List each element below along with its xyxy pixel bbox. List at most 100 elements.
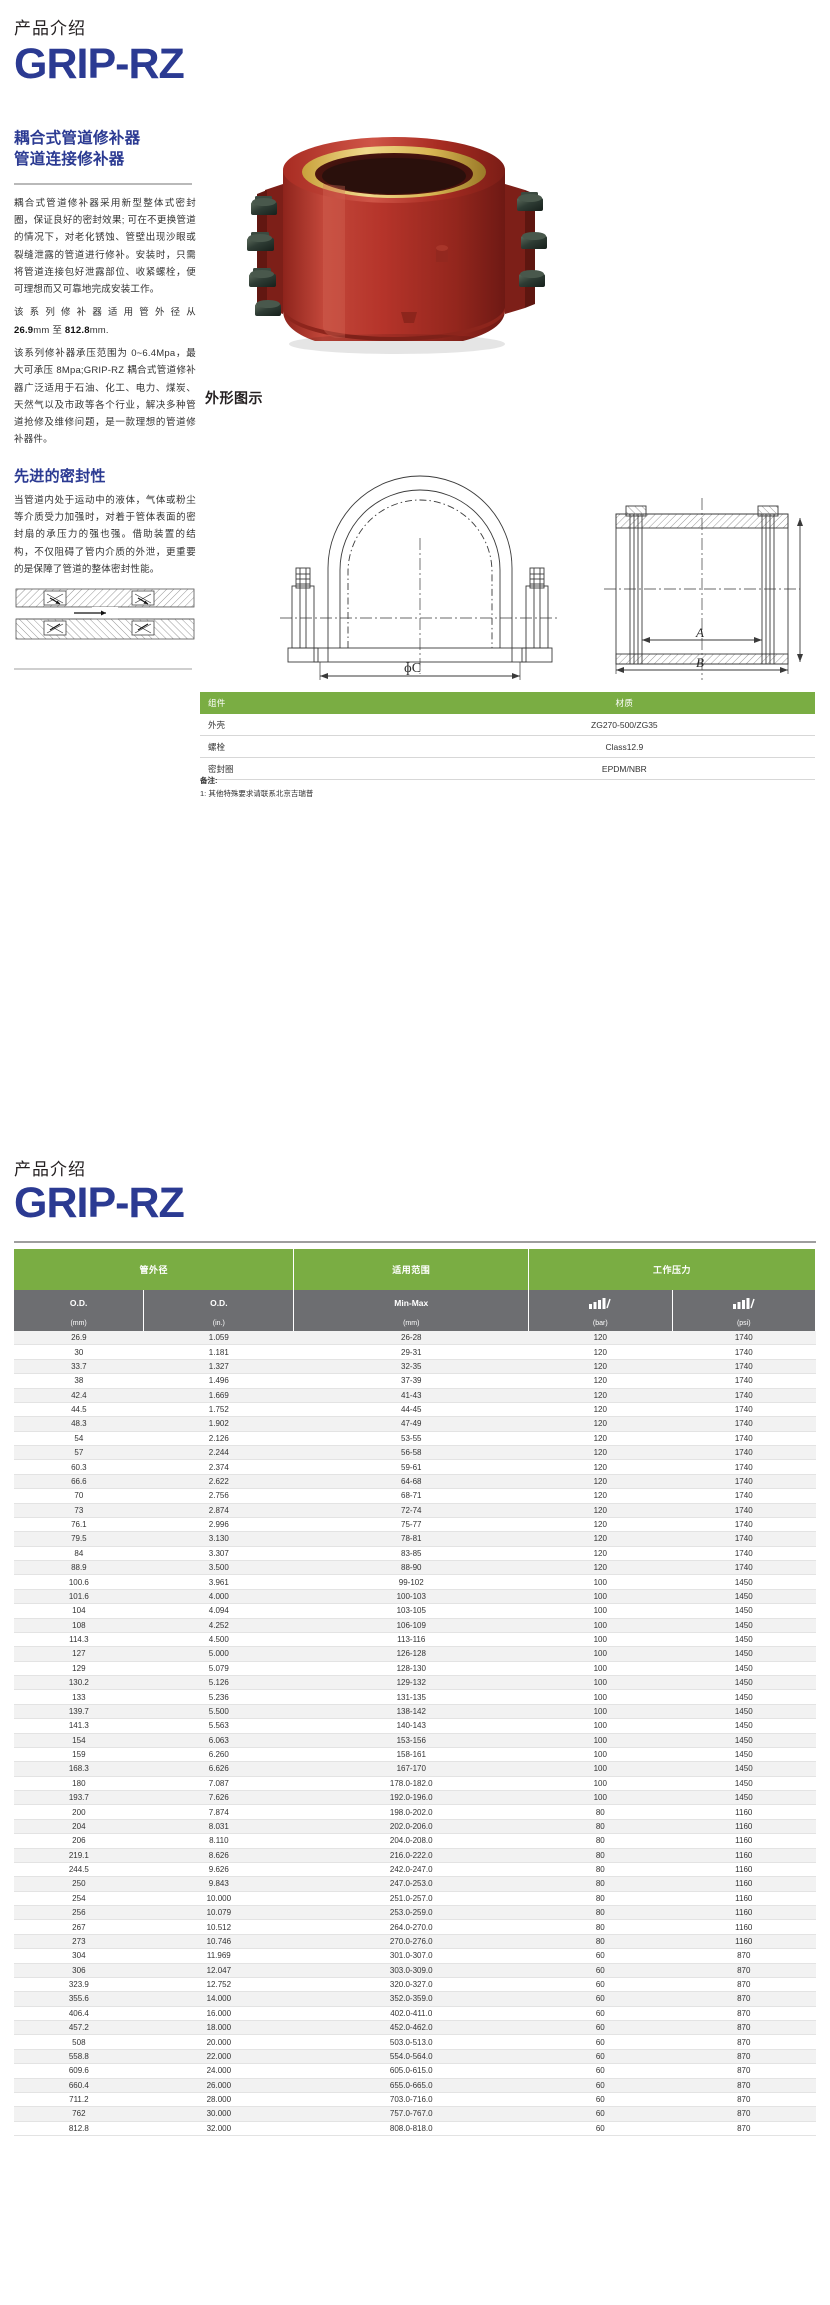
spec-cell-psi: 1740 bbox=[672, 1531, 816, 1547]
spec-unit-range-mm: (mm) bbox=[293, 1316, 530, 1331]
spec-cell-od-mm: 256 bbox=[14, 1905, 144, 1921]
spec-cell-od-mm: 66.6 bbox=[14, 1474, 144, 1490]
table-row: 螺栓 Class12.9 bbox=[200, 735, 815, 758]
product-name-line2: 管道连接修补器 bbox=[14, 151, 125, 169]
spec-cell-bar: 100 bbox=[528, 1747, 672, 1763]
table-row: 76.1 2.996 75-77 120 1740 bbox=[14, 1517, 816, 1533]
spec-cell-od-mm: 200 bbox=[14, 1804, 144, 1820]
spec-cell-od-in: 32.000 bbox=[143, 2121, 294, 2137]
spec-cell-min-max: 402.0-411.0 bbox=[293, 2006, 529, 2022]
spec-cell-od-mm: 267 bbox=[14, 1919, 144, 1935]
spec-cell-psi: 870 bbox=[672, 1963, 816, 1978]
brand-title: GRIP-RZ bbox=[14, 40, 185, 88]
spec-cell-od-in: 10.746 bbox=[143, 1934, 294, 1950]
spec-cell-od-in: 20.000 bbox=[143, 2034, 294, 2050]
spec-cell-bar: 60 bbox=[528, 1977, 672, 1993]
table-row: 812.8 32.000 808.0-818.0 60 870 bbox=[14, 2121, 816, 2137]
spec-cell-psi: 870 bbox=[672, 2034, 816, 2050]
spec-cell-psi: 1450 bbox=[672, 1790, 816, 1806]
spec-cell-bar: 100 bbox=[528, 1790, 672, 1806]
spec-cell-bar: 100 bbox=[528, 1733, 672, 1748]
spec-cell-od-in: 22.000 bbox=[143, 2049, 294, 2065]
spec-subheader-psi bbox=[672, 1290, 816, 1316]
spec-cell-od-mm: 76.1 bbox=[14, 1517, 144, 1533]
table-row: 130.2 5.126 129-132 100 1450 bbox=[14, 1675, 816, 1691]
page2-divider-rule bbox=[14, 1241, 816, 1243]
product-name-line1: 耦合式管道修补器 bbox=[14, 130, 141, 147]
spec-cell-min-max: 68-71 bbox=[293, 1488, 529, 1504]
spec-table-body: 26.9 1.059 26-28 120 1740 30 1.181 29-31 120 1740… bbox=[14, 1331, 816, 2137]
material-component: 外壳 bbox=[200, 714, 434, 736]
spec-cell-od-mm: 44.5 bbox=[14, 1402, 144, 1418]
spec-cell-bar: 100 bbox=[528, 1632, 672, 1648]
spec-cell-min-max: 247.0-253.0 bbox=[293, 1876, 529, 1892]
table-row: 30 1.181 29-31 120 1740 bbox=[14, 1344, 816, 1360]
spec-cell-od-in: 6.626 bbox=[143, 1761, 294, 1777]
spec-cell-psi: 1160 bbox=[672, 1905, 816, 1921]
table-row: 206 8.110 204.0-208.0 80 1160 bbox=[14, 1833, 816, 1849]
spec-cell-bar: 60 bbox=[528, 2034, 672, 2050]
spec-cell-od-mm: 141.3 bbox=[14, 1718, 144, 1734]
dimension-label-phi-c: ɸC bbox=[404, 661, 421, 676]
material-value: EPDM/NBR bbox=[433, 757, 815, 780]
range-middle: mm 至 bbox=[33, 324, 65, 336]
spec-cell-bar: 120 bbox=[528, 1560, 672, 1576]
spec-cell-min-max: 605.0-615.0 bbox=[293, 2063, 529, 2079]
table-row: 79.5 3.130 78-81 120 1740 bbox=[14, 1531, 816, 1547]
spec-cell-bar: 100 bbox=[528, 1704, 672, 1720]
spec-cell-psi: 1740 bbox=[672, 1488, 816, 1504]
spec-cell-od-mm: 73 bbox=[14, 1503, 144, 1518]
spec-cell-od-mm: 130.2 bbox=[14, 1675, 144, 1691]
table-row: 114.3 4.500 113-116 100 1450 bbox=[14, 1632, 816, 1648]
spec-cell-od-mm: 79.5 bbox=[14, 1531, 144, 1547]
table-row: 193.7 7.626 192.0-196.0 100 1450 bbox=[14, 1790, 816, 1806]
spec-cell-min-max: 808.0-818.0 bbox=[293, 2121, 529, 2137]
spec-cell-bar: 80 bbox=[528, 1905, 672, 1921]
outline-drawings-title: 外形图示 bbox=[205, 390, 263, 406]
spec-cell-bar: 120 bbox=[528, 1531, 672, 1547]
spec-cell-od-in: 16.000 bbox=[143, 2006, 294, 2022]
spec-cell-psi: 1740 bbox=[672, 1416, 816, 1432]
spec-cell-psi: 1160 bbox=[672, 1934, 816, 1950]
table-row: 159 6.260 158-161 100 1450 bbox=[14, 1747, 816, 1763]
spec-unit-mm: (mm) bbox=[14, 1316, 145, 1331]
spec-cell-min-max: 158-161 bbox=[293, 1747, 529, 1763]
spec-cell-psi: 1160 bbox=[672, 1862, 816, 1878]
spec-cell-od-in: 12.752 bbox=[143, 1977, 294, 1993]
gauge-bar-icon bbox=[589, 1297, 611, 1309]
material-component: 螺栓 bbox=[200, 735, 434, 758]
spec-cell-od-mm: 139.7 bbox=[14, 1704, 144, 1720]
table-row: 70 2.756 68-71 120 1740 bbox=[14, 1488, 816, 1504]
spec-cell-min-max: 78-81 bbox=[293, 1531, 529, 1547]
table-row: 660.4 26.000 655.0-665.0 60 870 bbox=[14, 2078, 816, 2093]
spec-cell-bar: 120 bbox=[528, 1546, 672, 1562]
spec-cell-od-mm: 193.7 bbox=[14, 1790, 144, 1806]
table-row: 609.6 24.000 605.0-615.0 60 870 bbox=[14, 2063, 816, 2079]
table-row: 762 30.000 757.0-767.0 60 870 bbox=[14, 2106, 816, 2122]
spec-cell-od-mm: 204 bbox=[14, 1819, 144, 1835]
spec-cell-od-mm: 457.2 bbox=[14, 2020, 144, 2036]
spec-cell-psi: 870 bbox=[672, 2078, 816, 2093]
spec-cell-od-mm: 129 bbox=[14, 1661, 144, 1677]
spec-cell-od-in: 2.126 bbox=[143, 1431, 294, 1447]
specification-table: 管外径 适用范围 工作压力 O.D. O.D. Min-Max bbox=[14, 1249, 816, 2137]
spec-cell-min-max: 64-68 bbox=[293, 1474, 529, 1490]
spec-cell-od-mm: 88.9 bbox=[14, 1560, 144, 1576]
spec-cell-min-max: 88-90 bbox=[293, 1560, 529, 1576]
spec-cell-min-max: 59-61 bbox=[293, 1459, 529, 1475]
spec-cell-bar: 120 bbox=[528, 1503, 672, 1518]
table-row: 355.6 14.000 352.0-359.0 60 870 bbox=[14, 1991, 816, 2007]
materials-header-component: 组件 bbox=[200, 692, 434, 714]
spec-group-range: 适用范围 bbox=[293, 1249, 530, 1290]
spec-cell-min-max: 113-116 bbox=[293, 1632, 529, 1648]
table-row: 38 1.496 37-39 120 1740 bbox=[14, 1373, 816, 1389]
page2-kicker: 产品介绍 bbox=[14, 1160, 86, 1179]
spec-cell-od-in: 5.563 bbox=[143, 1718, 294, 1734]
table-row: 219.1 8.626 216.0-222.0 80 1160 bbox=[14, 1848, 816, 1863]
spec-cell-psi: 1450 bbox=[672, 1632, 816, 1648]
table-row: 154 6.063 153-156 100 1450 bbox=[14, 1733, 816, 1748]
spec-cell-od-in: 5.500 bbox=[143, 1704, 294, 1720]
spec-cell-od-mm: 762 bbox=[14, 2106, 144, 2122]
spec-cell-od-mm: 244.5 bbox=[14, 1862, 144, 1878]
spec-cell-bar: 100 bbox=[528, 1761, 672, 1777]
